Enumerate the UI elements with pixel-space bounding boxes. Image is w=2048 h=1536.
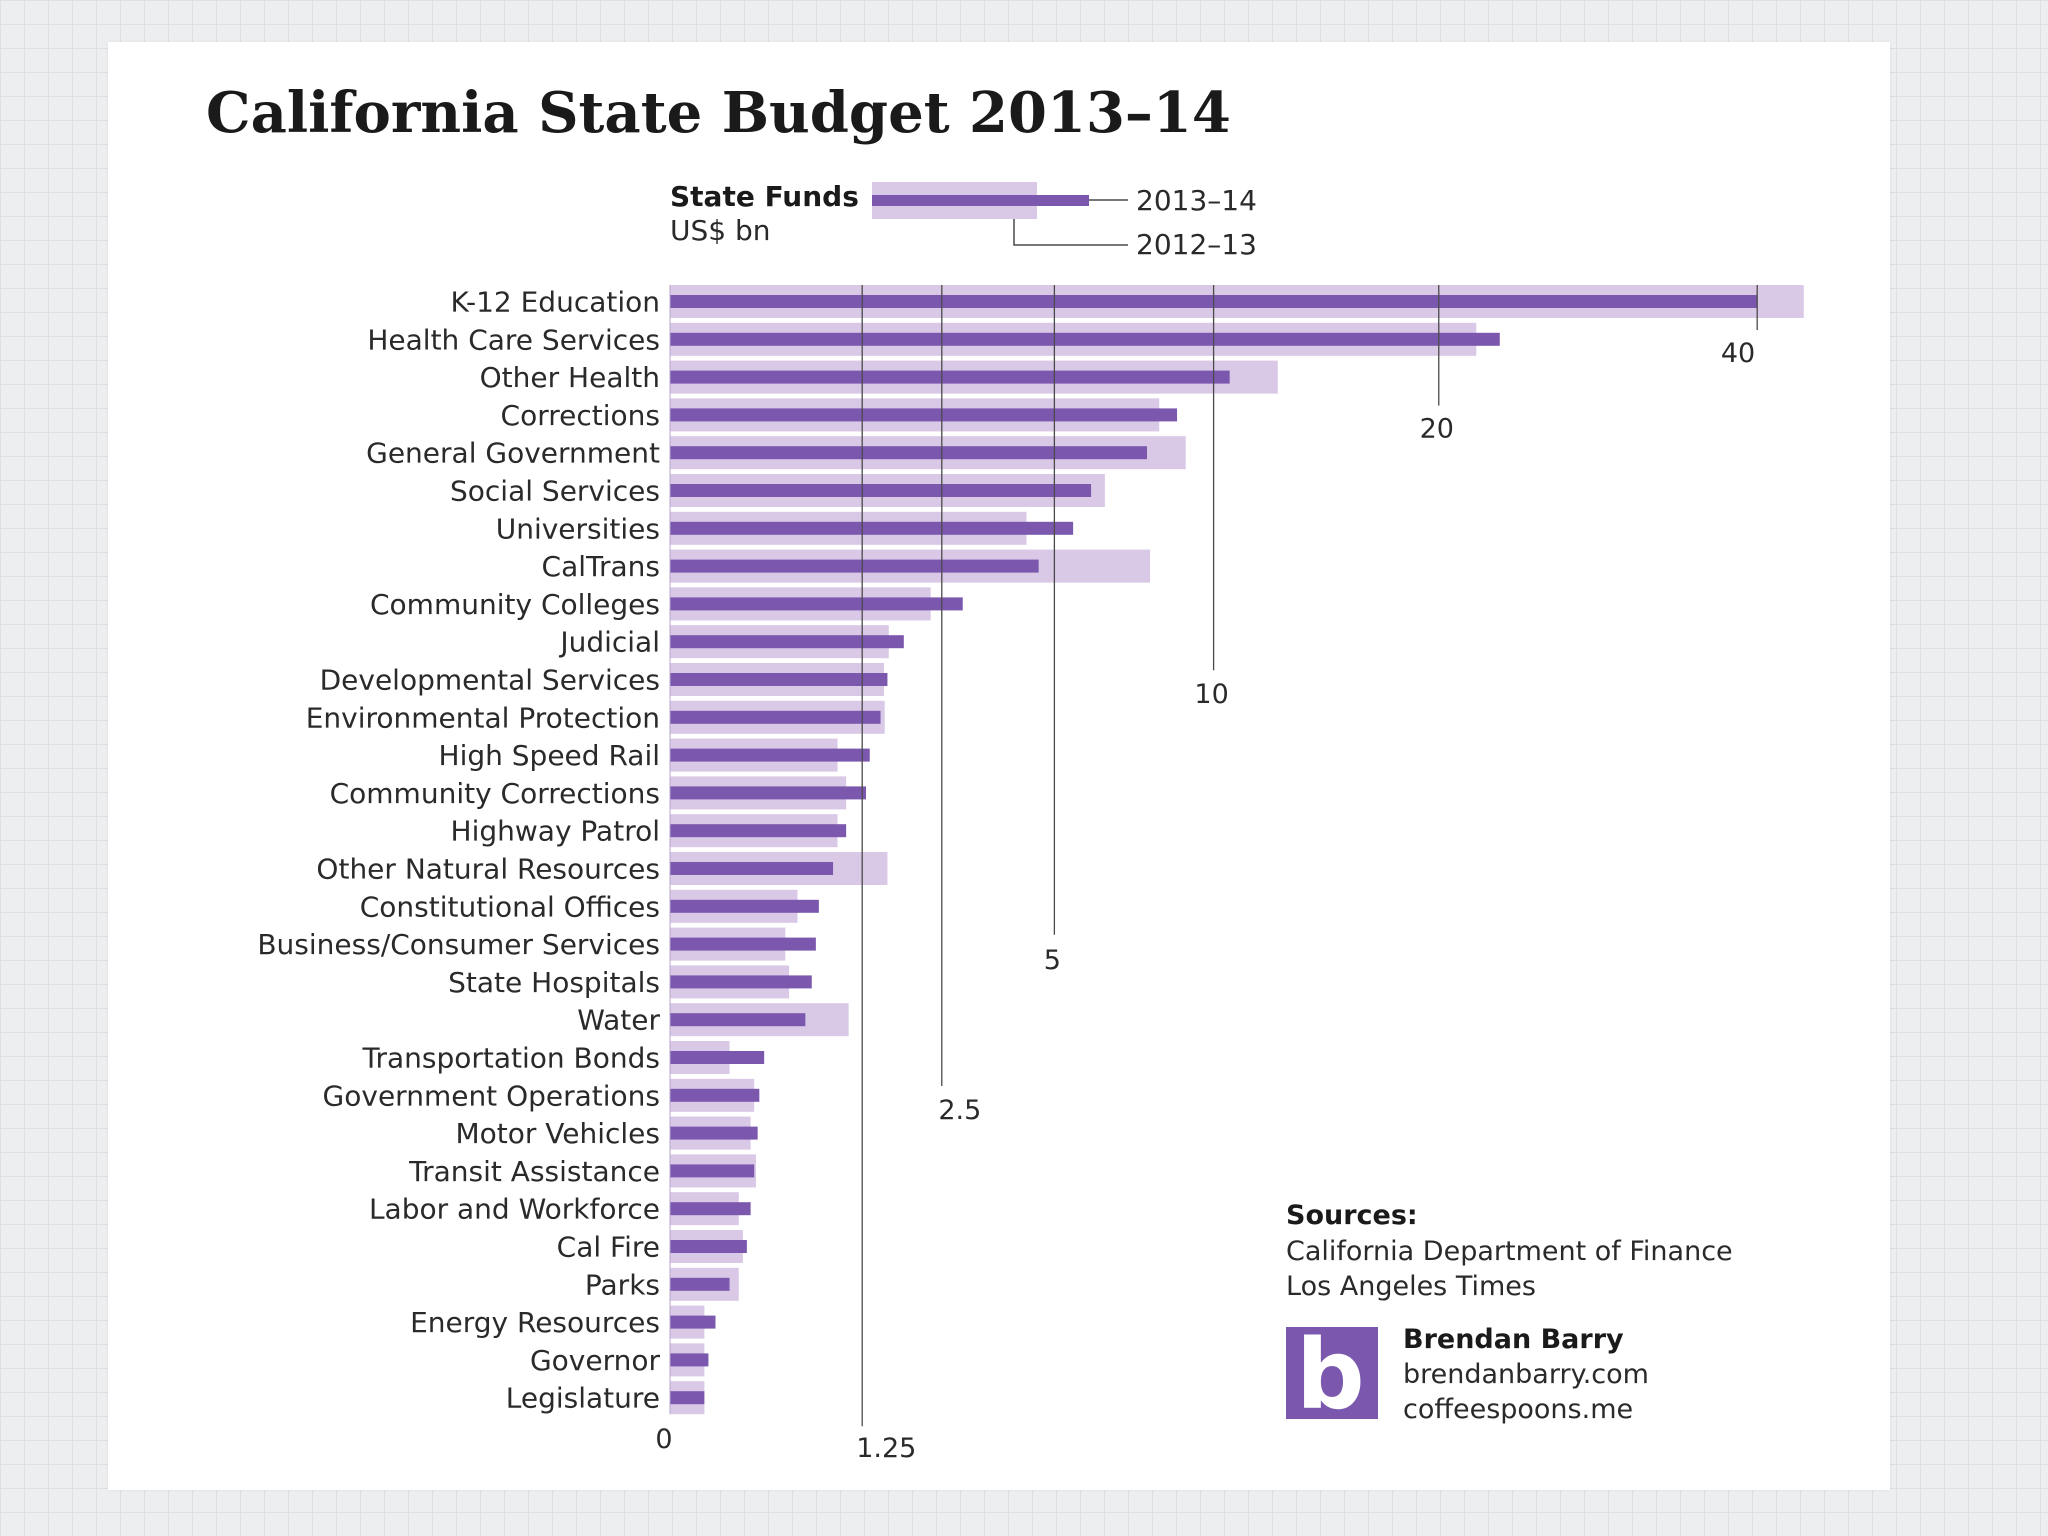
credit-block: b Brendan Barry brendanbarry.com coffees… bbox=[1286, 1319, 1649, 1431]
credit-name: Brendan Barry bbox=[1403, 1324, 1624, 1355]
bar-2013-14 bbox=[670, 1126, 758, 1140]
bar-2013-14 bbox=[670, 748, 870, 762]
source-line: California Department of Finance bbox=[1286, 1236, 1733, 1267]
category-label: Business/Consumer Services bbox=[257, 928, 660, 961]
legend-title: State Funds bbox=[670, 180, 859, 213]
tick-label: 0 bbox=[655, 1424, 672, 1455]
bar-2013-14 bbox=[670, 1164, 755, 1178]
category-label: Other Health bbox=[480, 361, 660, 394]
category-label: Universities bbox=[496, 512, 660, 545]
category-label: High Speed Rail bbox=[439, 739, 660, 772]
category-label: Developmental Services bbox=[320, 664, 660, 697]
bar-2013-14 bbox=[670, 1088, 760, 1102]
category-label: Corrections bbox=[501, 399, 660, 432]
tick-label: 20 bbox=[1420, 414, 1454, 445]
category-label: Legislature bbox=[506, 1382, 660, 1415]
legend-unit: US$ bn bbox=[670, 214, 771, 247]
category-label: Transit Assistance bbox=[408, 1155, 660, 1188]
credit-site: coffeespoons.me bbox=[1403, 1394, 1633, 1425]
bar-2013-14 bbox=[670, 1013, 806, 1027]
category-label: State Hospitals bbox=[448, 966, 660, 999]
category-label: General Government bbox=[366, 437, 660, 470]
category-label: Labor and Workforce bbox=[369, 1193, 660, 1226]
category-label: Energy Resources bbox=[410, 1306, 660, 1339]
bar-2013-14 bbox=[670, 408, 1178, 422]
bar-2013-14 bbox=[670, 673, 888, 686]
chart-title: California State Budget 2013–14 bbox=[206, 80, 1231, 146]
legend: State Funds US$ bn 2013–14 2012–13 bbox=[670, 180, 1257, 261]
budget-chart: California State Budget 2013–14 State Fu… bbox=[206, 80, 1804, 1464]
gridlines-group: 0 1.25 2.5 5 10 20 40 bbox=[655, 285, 1758, 1464]
chart-slide: California State Budget 2013–14 State Fu… bbox=[108, 42, 1890, 1490]
bar-2013-14 bbox=[670, 1240, 747, 1253]
category-label: Community Colleges bbox=[370, 588, 660, 621]
credit-site: brendanbarry.com bbox=[1403, 1359, 1649, 1390]
bar-2013-14 bbox=[670, 899, 819, 913]
bar-2013-14 bbox=[670, 370, 1230, 384]
category-label: Water bbox=[577, 1004, 660, 1037]
bar-2013-14 bbox=[670, 521, 1074, 535]
tick-label: 1.25 bbox=[856, 1433, 916, 1464]
category-label: Social Services bbox=[450, 475, 660, 508]
logo-badge bbox=[1286, 1327, 1378, 1419]
sources-heading: Sources: bbox=[1286, 1200, 1418, 1231]
bars-group bbox=[670, 285, 1804, 1415]
bar-2013-14 bbox=[670, 446, 1148, 460]
bar-2013-14 bbox=[670, 975, 812, 989]
logo-letter: b bbox=[1296, 1319, 1365, 1431]
bar-2013-14 bbox=[670, 1315, 716, 1329]
category-label: Governor bbox=[530, 1344, 661, 1377]
legend-label-2012-13: 2012–13 bbox=[1136, 228, 1257, 261]
bar-2013-14 bbox=[670, 710, 881, 724]
category-label: Government Operations bbox=[323, 1079, 660, 1112]
bar-2013-14 bbox=[670, 1051, 765, 1064]
bar-2013-14 bbox=[670, 484, 1092, 497]
bar-2013-14 bbox=[670, 824, 847, 838]
bar-2013-14 bbox=[670, 786, 866, 800]
legend-label-2013-14: 2013–14 bbox=[1136, 184, 1257, 217]
legend-swatch-2013-14 bbox=[872, 195, 1089, 206]
bar-2013-14 bbox=[670, 635, 904, 649]
category-label: Transportation Bonds bbox=[361, 1042, 660, 1075]
sources-block: Sources: California Department of Financ… bbox=[1286, 1200, 1733, 1302]
bar-2013-14 bbox=[670, 1353, 709, 1367]
category-label: Motor Vehicles bbox=[455, 1117, 660, 1150]
bar-2013-14 bbox=[670, 1277, 730, 1291]
category-label: Highway Patrol bbox=[451, 815, 660, 848]
category-label: Constitutional Offices bbox=[360, 890, 660, 923]
bar-2013-14 bbox=[670, 1391, 705, 1405]
bar-2013-14 bbox=[670, 862, 834, 875]
bar-2013-14 bbox=[670, 937, 816, 951]
bar-2013-14 bbox=[670, 597, 963, 611]
bar-2013-14 bbox=[670, 1202, 751, 1216]
category-label: Other Natural Resources bbox=[316, 853, 660, 886]
category-label: K-12 Education bbox=[451, 286, 660, 319]
tick-label: 40 bbox=[1721, 338, 1755, 369]
legend-leader-2012-13 bbox=[1013, 219, 1128, 246]
tick-label: 10 bbox=[1194, 679, 1228, 710]
category-label: Judicial bbox=[558, 626, 660, 659]
tick-label: 2.5 bbox=[938, 1095, 981, 1126]
category-label: CalTrans bbox=[542, 550, 660, 583]
tick-label: 5 bbox=[1044, 945, 1061, 976]
source-line: Los Angeles Times bbox=[1286, 1271, 1536, 1302]
category-labels-group: K-12 Education Health Care Services Other … bbox=[257, 286, 660, 1415]
category-label: Parks bbox=[585, 1268, 660, 1301]
category-label: Community Corrections bbox=[330, 777, 660, 810]
bar-2013-14 bbox=[670, 332, 1500, 346]
bar-2013-14 bbox=[670, 559, 1039, 573]
category-label: Health Care Services bbox=[367, 323, 660, 356]
category-label: Cal Fire bbox=[557, 1231, 660, 1264]
category-label: Environmental Protection bbox=[306, 701, 660, 734]
